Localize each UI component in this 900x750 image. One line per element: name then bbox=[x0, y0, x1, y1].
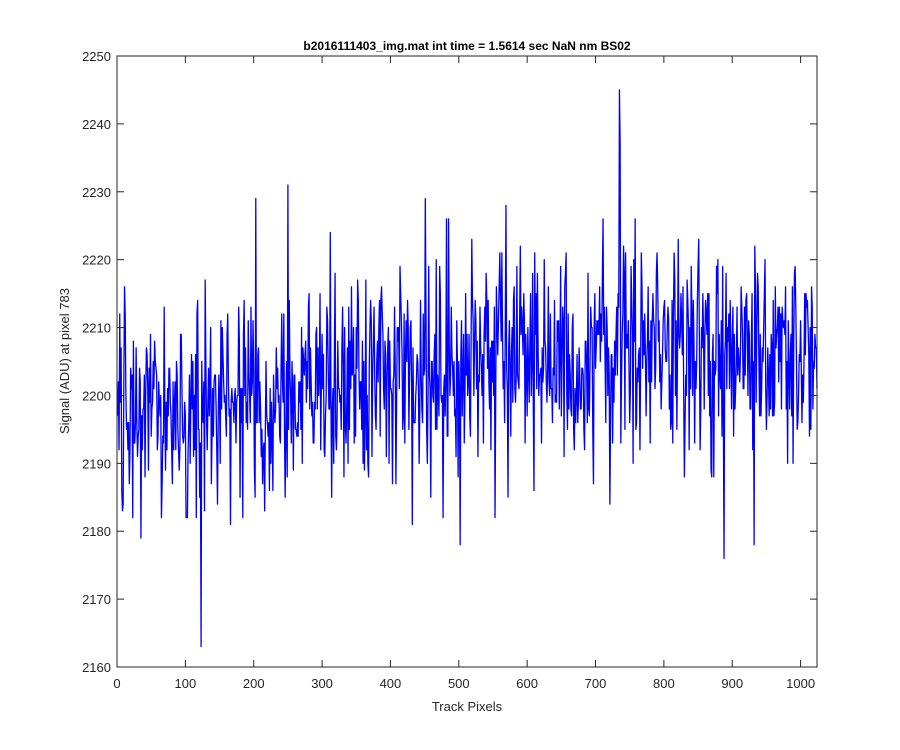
series-layer bbox=[117, 89, 818, 648]
x-tick-label: 0 bbox=[113, 676, 120, 691]
x-tick-label: 800 bbox=[653, 676, 675, 691]
x-axis-label: Track Pixels bbox=[432, 699, 503, 714]
x-tick-label: 100 bbox=[175, 676, 197, 691]
x-tick-label: 400 bbox=[380, 676, 402, 691]
y-axis: 2160 2170 2180 2190 2200 2210 2220 2230 2240 2250 bbox=[82, 49, 817, 675]
y-tick-label: 2230 bbox=[82, 185, 111, 200]
y-tick-label: 2200 bbox=[82, 388, 111, 403]
x-tick-label: 300 bbox=[311, 676, 333, 691]
y-tick-label: 2240 bbox=[82, 117, 111, 132]
x-tick-label: 900 bbox=[721, 676, 743, 691]
x-axis: 0 100 200 300 400 500 600 700 800 900 1000 bbox=[113, 56, 815, 691]
y-tick-label: 2210 bbox=[82, 321, 111, 336]
x-tick-label: 200 bbox=[243, 676, 265, 691]
x-tick-label: 700 bbox=[585, 676, 607, 691]
y-tick-label: 2250 bbox=[82, 49, 111, 64]
x-tick-label: 500 bbox=[448, 676, 470, 691]
y-tick-label: 2170 bbox=[82, 592, 111, 607]
axes-box bbox=[116, 55, 818, 668]
x-tick-label: 600 bbox=[516, 676, 538, 691]
y-tick-label: 2180 bbox=[82, 524, 111, 539]
y-tick-label: 2190 bbox=[82, 456, 111, 471]
chart-title: b2016111403_img.mat int time = 1.5614 se… bbox=[303, 39, 631, 53]
x-tick-label: 1000 bbox=[786, 676, 815, 691]
y-axis-label: Signal (ADU) at pixel 783 bbox=[57, 288, 72, 434]
signal-series-line bbox=[117, 89, 818, 648]
y-tick-label: 2160 bbox=[82, 660, 111, 675]
y-tick-label: 2220 bbox=[82, 253, 111, 268]
